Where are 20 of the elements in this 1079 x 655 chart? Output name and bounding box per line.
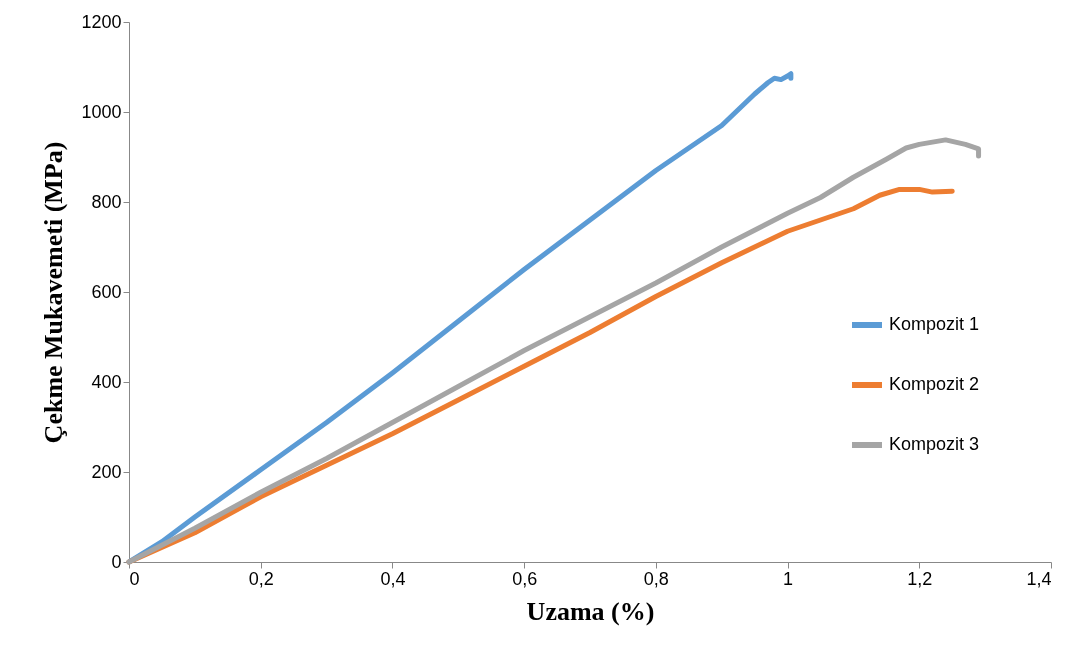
x-tick-label: 0: [129, 568, 140, 589]
y-tick-label: 1200: [81, 11, 122, 32]
x-tick-label: 1: [783, 568, 794, 589]
x-tick-label: 0,2: [248, 568, 274, 589]
y-tick-label: 200: [91, 461, 122, 482]
legend-label: Kompozit 2: [889, 374, 980, 394]
legend-label: Kompozit 3: [889, 434, 980, 454]
x-tick-label: 1,4: [1026, 568, 1052, 589]
y-tick-label: 600: [91, 281, 122, 302]
x-tick-label: 1,2: [907, 568, 933, 589]
y-tick-label: 0: [111, 551, 122, 572]
x-tick-label: 0,4: [380, 568, 406, 589]
y-tick-label: 400: [91, 371, 122, 392]
x-tick-label: 0,6: [512, 568, 538, 589]
legend-label: Kompozit 1: [889, 314, 980, 334]
x-axis-title: Uzama (%): [526, 596, 655, 626]
y-axis-title: Çekme Mukavemeti (MPa): [39, 141, 69, 444]
x-tick-label: 0,8: [643, 568, 669, 589]
y-tick-label: 1000: [81, 101, 122, 122]
y-tick-label: 800: [91, 191, 122, 212]
